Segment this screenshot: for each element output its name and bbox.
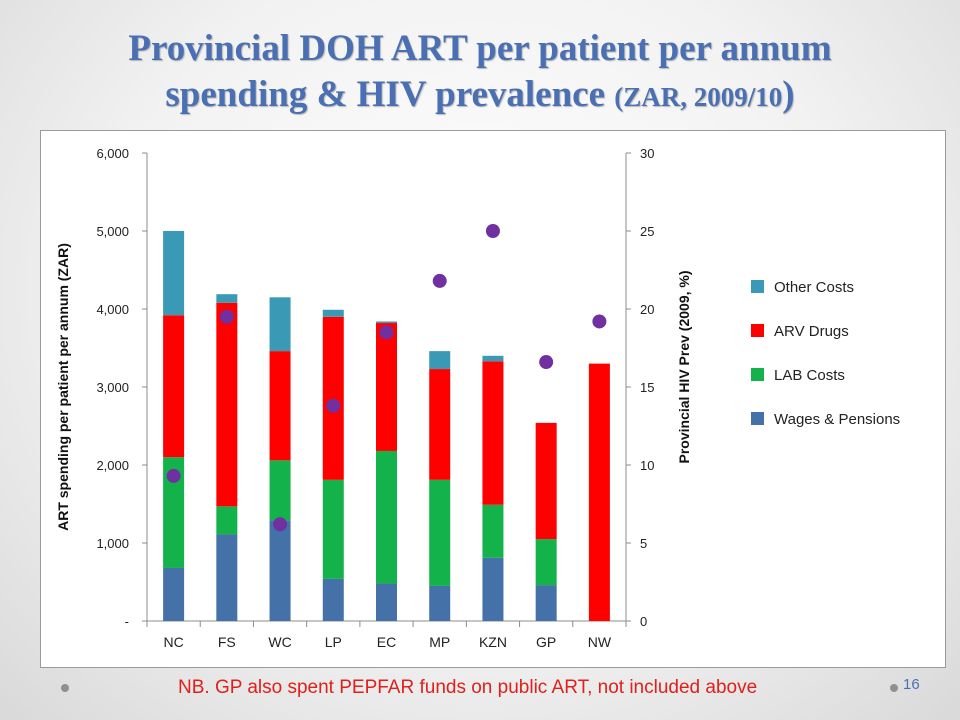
y-left-tick-label: 2,000	[96, 458, 129, 473]
chart-svg: - 1,000 2,000 3,000 4,000 5,000 6,000 0 5 10 15 20 2…	[55, 146, 900, 650]
bar-lp-wages-pensions	[322, 578, 344, 621]
bar-ec-arv-drugs	[376, 323, 397, 451]
bar-ec-lab-costs	[376, 450, 397, 584]
legend-label-wages-pensions: Wages & Pensions	[774, 411, 900, 428]
x-tick-label-fs: FS	[218, 634, 236, 650]
bar-lp-other-costs	[322, 309, 344, 317]
x-tick-label-gp: GP	[536, 634, 556, 650]
bar-mp-arv-drugs	[429, 369, 451, 480]
bar-nw-arv-drugs	[588, 363, 610, 621]
chart-container: - 1,000 2,000 3,000 4,000 5,000 6,000 0 5 10 15 20 2…	[40, 130, 946, 668]
slide-title: Provincial DOH ART per patient per annum…	[0, 26, 960, 120]
bar-mp-lab-costs	[429, 479, 451, 586]
y-left-tick-label: 3,000	[96, 380, 129, 395]
bar-gp-wages-pensions	[535, 585, 557, 621]
legend-swatch-other-costs	[751, 280, 764, 293]
y-axis-left-title: ART spending per patient per annum (ZAR)	[55, 243, 71, 531]
title-line-2-end: )	[782, 74, 795, 115]
legend-swatch-arv-drugs	[751, 324, 764, 337]
hiv-prevalence-point-kzn	[485, 224, 500, 238]
bar-wc-lab-costs	[269, 460, 291, 521]
x-tick-label-lp: LP	[325, 634, 342, 650]
footnote: NB. GP also spent PEPFAR funds on public…	[178, 677, 758, 698]
bar-nc-wages-pensions	[163, 567, 185, 621]
title-line-2: spending & HIV prevalence (ZAR, 2009/10)	[0, 72, 960, 120]
y-right-tick-label: 0	[640, 614, 647, 629]
bar-kzn-lab-costs	[482, 504, 504, 558]
x-tick-label-ec: EC	[377, 634, 396, 650]
y-right-tick-label: 5	[640, 536, 647, 551]
bar-fs-other-costs	[216, 294, 238, 303]
bar-kzn-arv-drugs	[482, 361, 504, 505]
hiv-prevalence-point-gp	[539, 355, 554, 370]
bar-nc-lab-costs	[163, 457, 185, 568]
bar-ec-wages-pensions	[376, 583, 397, 621]
legend-swatch-wages-pensions	[751, 412, 764, 425]
bar-nc-arv-drugs	[163, 315, 185, 458]
legend-label-other-costs: Other Costs	[774, 279, 854, 296]
title-line-1: Provincial DOH ART per patient per annum	[128, 28, 832, 69]
legend-swatch-lab-costs	[751, 368, 764, 381]
bar-gp-arv-drugs	[535, 422, 557, 540]
title-line-2-main: spending & HIV prevalence	[165, 74, 615, 115]
hiv-prevalence-point-nc	[166, 468, 181, 483]
bar-ec-other-costs	[376, 321, 397, 324]
bar-kzn-other-costs	[482, 355, 504, 362]
y-left-tick-label: -	[125, 614, 129, 629]
y-left-tick-label: 4,000	[96, 302, 129, 317]
x-tick-label-kzn: KZN	[479, 634, 507, 650]
hiv-prevalence-point-lp	[326, 398, 341, 413]
hiv-prevalence-point-wc	[273, 517, 288, 532]
x-tick-label-mp: MP	[429, 634, 450, 650]
y-left-tick-label: 5,000	[96, 224, 129, 239]
x-tick-label-nc: NC	[163, 634, 183, 650]
x-tick-label-nw: NW	[588, 634, 612, 650]
legend-label-arv-drugs: ARV Drugs	[774, 323, 849, 340]
y-left-tick-label: 1,000	[96, 536, 129, 551]
bar-fs-arv-drugs	[216, 302, 238, 507]
y-right-tick-label: 25	[640, 224, 654, 239]
bar-kzn-wages-pensions	[482, 557, 504, 621]
legend-label-lab-costs: LAB Costs	[774, 367, 845, 384]
bar-fs-wages-pensions	[216, 534, 238, 621]
y-right-tick-label: 30	[640, 146, 654, 161]
bar-wc-other-costs	[269, 297, 291, 352]
bar-wc-arv-drugs	[269, 351, 291, 461]
bar-wc-wages-pensions	[269, 520, 291, 621]
bar-lp-arv-drugs	[322, 316, 344, 480]
bar-mp-wages-pensions	[429, 585, 451, 621]
bar-lp-lab-costs	[322, 479, 344, 579]
hiv-prevalence-point-mp	[432, 273, 447, 288]
page-number: 16	[903, 676, 920, 693]
bar-nc-other-costs	[163, 231, 185, 316]
y-right-tick-label: 15	[640, 380, 654, 395]
bar-fs-lab-costs	[216, 506, 238, 535]
slide-bullet-left	[61, 684, 69, 692]
y-axis-right-title: Provincial HIV Prev (2009, %)	[676, 271, 692, 464]
bar-gp-lab-costs	[535, 539, 557, 586]
hiv-prevalence-point-nw	[592, 314, 607, 329]
bar-mp-other-costs	[429, 351, 451, 370]
hiv-prevalence-point-ec	[379, 325, 394, 340]
x-tick-label-wc: WC	[268, 634, 291, 650]
hiv-prevalence-point-fs	[219, 309, 234, 324]
y-left-tick-label: 6,000	[96, 146, 129, 161]
title-line-2-units: (ZAR, 2009/10	[614, 82, 783, 112]
slide-bullet-right	[890, 684, 898, 692]
y-right-tick-label: 10	[640, 458, 654, 473]
y-right-tick-label: 20	[640, 302, 654, 317]
